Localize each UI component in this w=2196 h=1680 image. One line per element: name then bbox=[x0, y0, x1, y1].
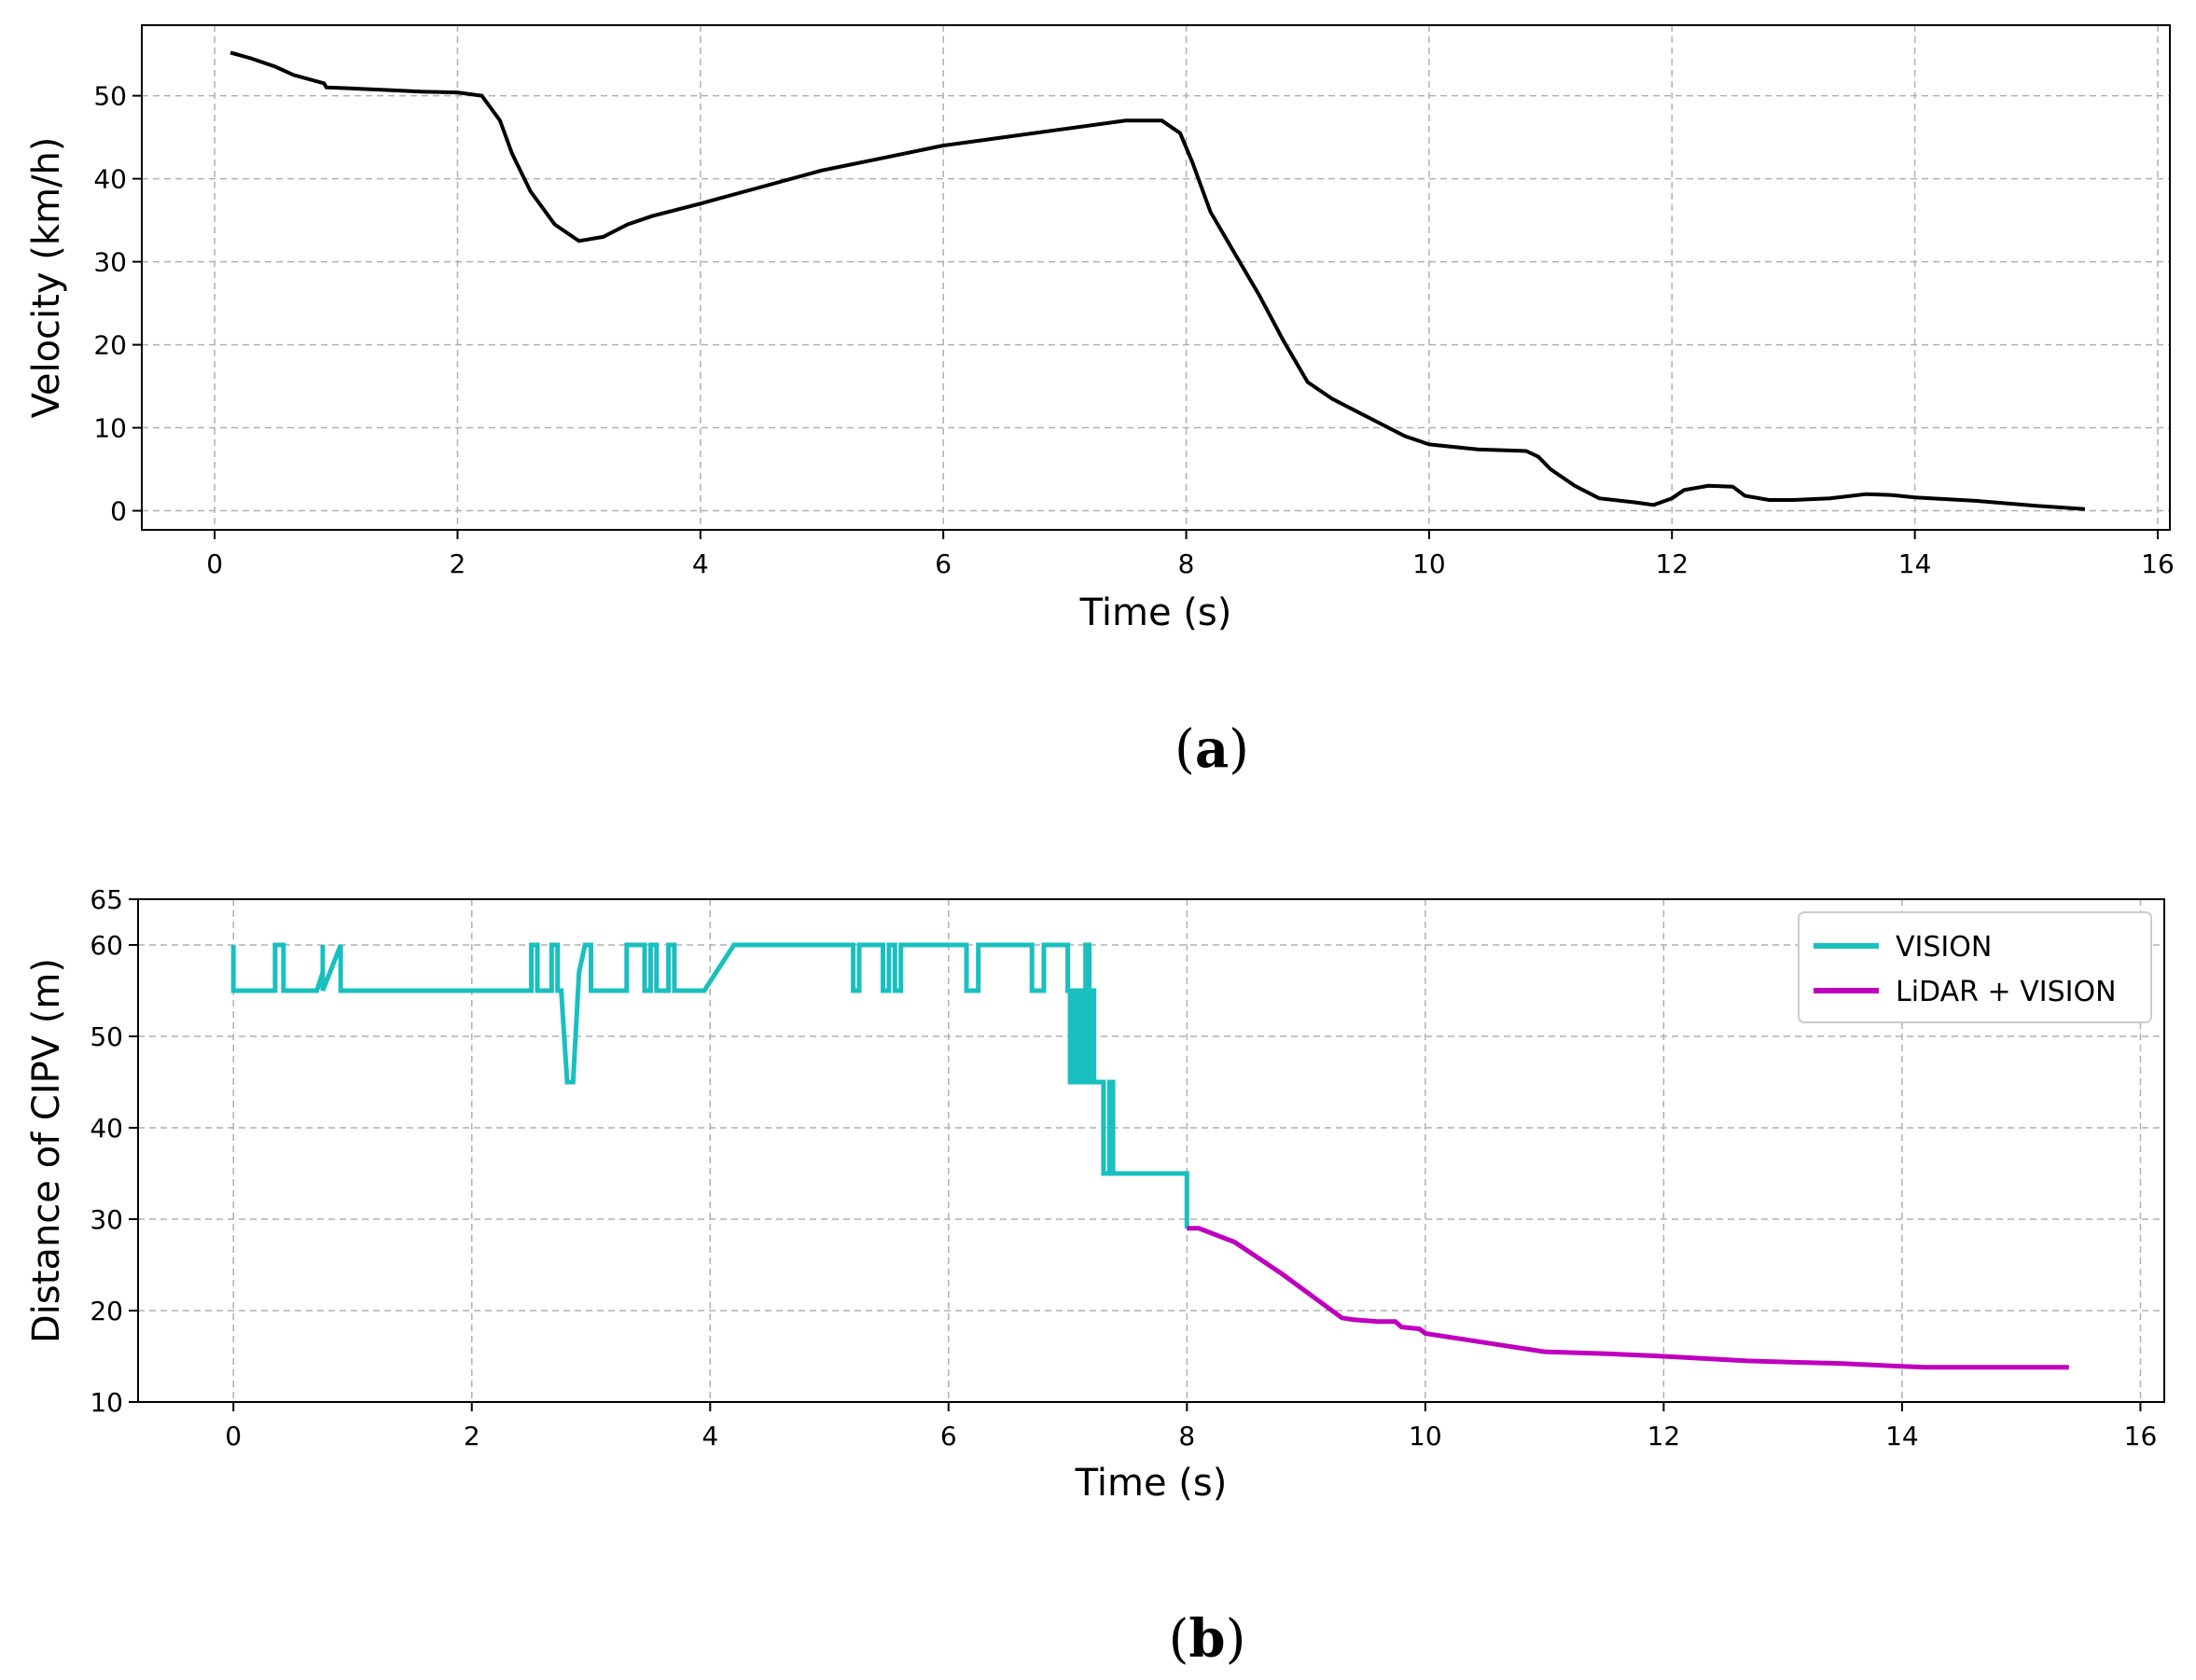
x-axis-label-b: Time (s) bbox=[1075, 1462, 1228, 1505]
grid-a bbox=[142, 25, 2170, 530]
y-tick-label: 10 bbox=[93, 413, 127, 444]
series-line-lidar-vision bbox=[1187, 1226, 2069, 1370]
caption-letter-b: b bbox=[1188, 1608, 1225, 1670]
ticks-b: 0 2 4 6 8 10 12 14 16 10 20 30 40 50 60 65 bbox=[90, 884, 2157, 1451]
x-tick-label: 4 bbox=[692, 548, 709, 579]
x-tick-label: 8 bbox=[1178, 548, 1195, 579]
plot-frame-b bbox=[137, 898, 2165, 1403]
y-tick-label: 10 bbox=[90, 1387, 123, 1418]
series-group-b bbox=[230, 942, 2069, 1370]
y-tick-label: 40 bbox=[90, 1113, 123, 1144]
legend-b: VISION LiDAR + VISION bbox=[1798, 911, 2152, 1023]
x-tick-label: 16 bbox=[2124, 1421, 2158, 1451]
x-tick-label: 4 bbox=[702, 1421, 718, 1451]
x-tick-label: 14 bbox=[1898, 548, 1932, 579]
plot-frame-a bbox=[141, 24, 2171, 531]
x-tick-label: 12 bbox=[1655, 548, 1689, 579]
y-tick-label: 0 bbox=[110, 496, 127, 527]
series-line-velocity bbox=[229, 50, 2086, 511]
caption-a: (a) bbox=[1174, 718, 1249, 780]
x-axis-label-a: Time (s) bbox=[1079, 591, 1232, 634]
series-line-vision bbox=[230, 942, 1189, 1229]
x-tick-label: 14 bbox=[1885, 1421, 1919, 1451]
y-tick-label: 20 bbox=[93, 330, 127, 361]
y-tick-label: 50 bbox=[90, 1021, 123, 1052]
x-tick-label: 0 bbox=[206, 548, 223, 579]
x-tick-label: 2 bbox=[450, 548, 466, 579]
y-tick-label: 20 bbox=[90, 1296, 123, 1326]
x-tick-label: 6 bbox=[940, 1421, 957, 1451]
x-tick-label: 6 bbox=[935, 548, 952, 579]
x-tick-label: 8 bbox=[1178, 1421, 1195, 1451]
caption-b: (b) bbox=[1169, 1608, 1246, 1670]
series-group-a bbox=[229, 50, 2086, 511]
y-tick-label: 50 bbox=[93, 81, 127, 112]
x-tick-label: 16 bbox=[2141, 548, 2175, 579]
chart-panel-b: 0 2 4 6 8 10 12 14 16 10 20 30 40 50 60 65 Time (s) Dis… bbox=[25, 884, 2165, 1670]
legend-label: VISION bbox=[1896, 931, 1992, 964]
x-tick-label: 12 bbox=[1647, 1421, 1681, 1451]
y-axis-label-a: Velocity (km/h) bbox=[25, 137, 68, 419]
y-tick-label: 30 bbox=[90, 1204, 123, 1235]
y-tick-label: 30 bbox=[93, 247, 127, 278]
caption-letter-a: a bbox=[1195, 718, 1229, 780]
chart-panel-a: 0 2 4 6 8 10 12 14 16 0 10 20 30 40 50 Time (s) Veloci… bbox=[25, 24, 2175, 780]
y-axis-label-b: Distance of CIPV (m) bbox=[25, 958, 68, 1343]
legend-box bbox=[1798, 911, 2152, 1023]
ticks-a: 0 2 4 6 8 10 12 14 16 0 10 20 30 40 50 bbox=[93, 81, 2174, 579]
y-tick-label: 40 bbox=[93, 164, 127, 195]
y-tick-label: 65 bbox=[90, 884, 123, 915]
legend-label: LiDAR + VISION bbox=[1896, 976, 2117, 1008]
x-tick-label: 0 bbox=[225, 1421, 242, 1451]
x-tick-label: 10 bbox=[1412, 548, 1446, 579]
x-tick-label: 10 bbox=[1409, 1421, 1442, 1451]
y-tick-label: 60 bbox=[90, 930, 123, 961]
x-tick-label: 2 bbox=[464, 1421, 480, 1451]
